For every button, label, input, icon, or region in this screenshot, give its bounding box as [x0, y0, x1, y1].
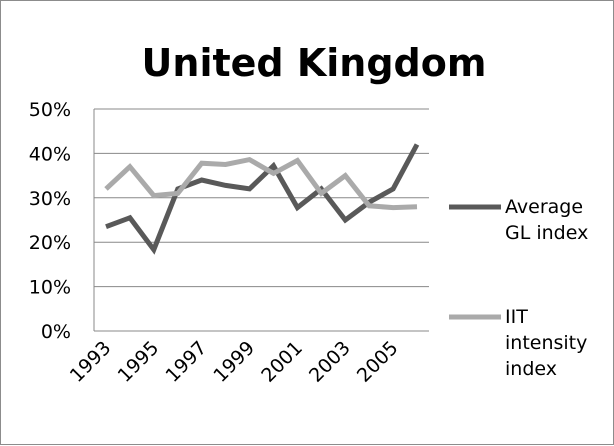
legend-label: GL index — [505, 222, 588, 244]
series-line-0 — [105, 143, 420, 255]
x-tick-label: 1995 — [114, 337, 164, 387]
y-tick-label: 10% — [29, 277, 71, 299]
legend-label: intensity — [505, 332, 587, 354]
x-tick-label: 1993 — [66, 337, 116, 387]
x-tick-label: 1999 — [209, 337, 259, 387]
gridlines — [93, 108, 429, 332]
y-tick-label: 50% — [29, 99, 71, 121]
chart-title: United Kingdom — [142, 41, 487, 85]
x-tick-label: 2003 — [305, 337, 355, 387]
legend-label: index — [505, 358, 557, 380]
legend-label: IIT — [505, 306, 528, 328]
x-tick-label: 1997 — [161, 337, 211, 387]
y-tick-label: 40% — [29, 143, 71, 165]
y-tick-label: 30% — [29, 188, 71, 210]
x-tick-label: 2001 — [257, 337, 307, 387]
y-axis-ticks: 0% 10% 20% 30% 40% 50% — [29, 99, 71, 343]
legend-label: Average — [505, 196, 583, 218]
x-tick-label: 2005 — [353, 337, 403, 387]
legend: Average GL index IIT intensity index — [449, 196, 588, 380]
y-tick-label: 20% — [29, 232, 71, 254]
y-tick-label: 0% — [41, 321, 71, 343]
series-lines — [104, 143, 420, 255]
series-line-1 — [104, 156, 418, 211]
